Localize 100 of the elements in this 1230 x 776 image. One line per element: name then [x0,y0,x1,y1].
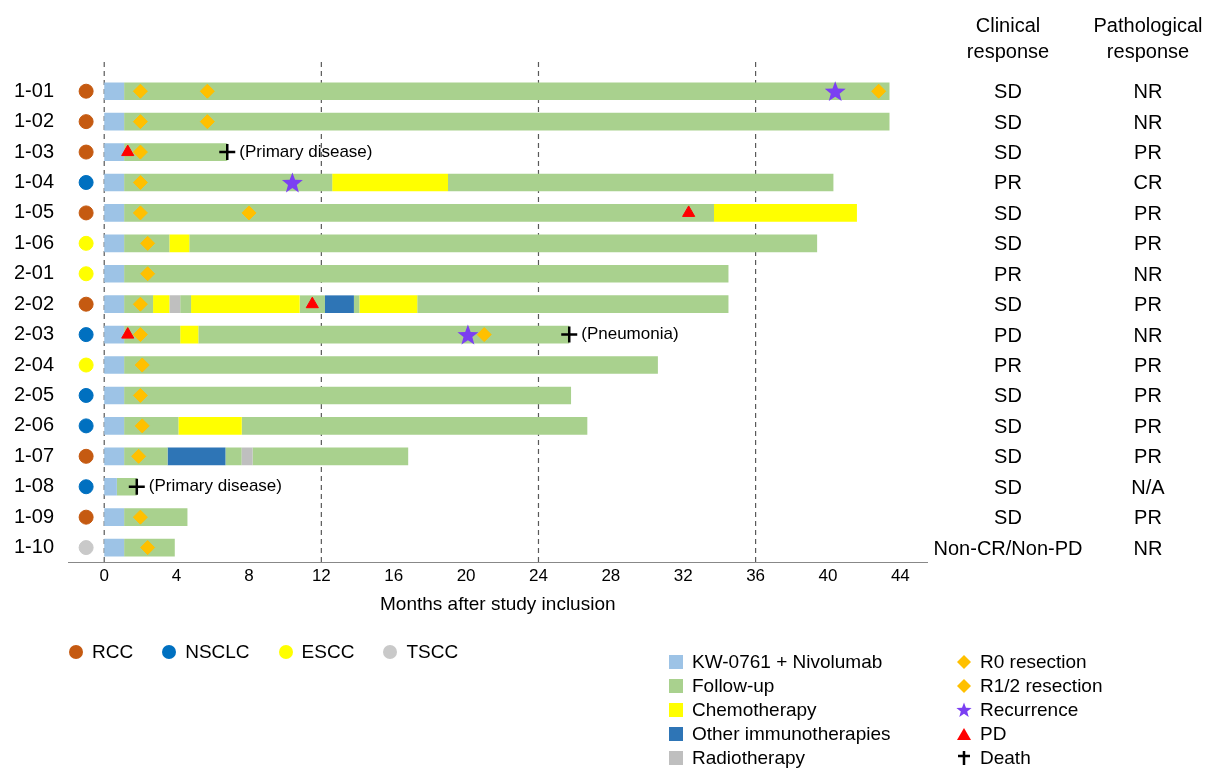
text: N/A [1130,474,1166,499]
bar [104,386,125,405]
text: PR [1133,200,1163,225]
bar [191,295,300,314]
bar [353,295,360,314]
text: SD [993,109,1023,134]
text: PR [993,353,1023,378]
x-tick-label: 28 [601,565,621,585]
x-tick-label: 12 [311,565,331,585]
bar [241,447,253,466]
x-tick-label: 32 [673,565,693,585]
text: PD [993,322,1023,347]
bar [180,295,192,314]
text: SD [993,292,1023,317]
legend-label: R1/2 resection [980,675,1103,697]
y-tick-label: 1-10 [14,535,55,558]
text: PR [1133,231,1163,256]
legend-label: TSCC [406,641,459,663]
x-tick-label: 20 [456,565,476,585]
y-tick-label: 1-09 [14,504,55,527]
text: PR [1133,413,1163,438]
text: PR [993,170,1023,195]
y-tick-label: 2-03 [14,322,55,345]
x-tick-label: 24 [529,565,548,585]
text: SD [993,474,1023,499]
bar [178,417,242,435]
legend-label: Radiotherapy [692,747,806,769]
y-tick-label: 2-01 [14,261,55,284]
bar [332,173,449,192]
bar [359,295,418,314]
legend-label: PD [980,723,1007,745]
legend-label: Other immunotherapies [692,723,891,745]
text: SD [993,444,1023,469]
bar [241,417,588,435]
x-tick-label: 4 [171,565,182,585]
bar [104,538,125,557]
text: SD [993,413,1023,438]
text: SD [993,140,1023,165]
y-tick-label: 1-03 [14,139,55,162]
y-tick-label: 1-06 [14,230,55,253]
y-tick-label: 1-07 [14,443,55,466]
text: SD [993,505,1023,530]
legend-label: NSCLC [185,641,250,663]
legend-label: Chemotherapy [692,699,817,721]
text: CR [1132,170,1164,195]
y-tick-label: 2-02 [14,291,55,314]
text: NR [1132,109,1164,134]
category-label: Pathological response [1092,13,1204,64]
bar [104,325,125,344]
bar [180,325,199,344]
x-tick-label: 0 [99,565,109,585]
bar [124,173,333,192]
bar [104,356,125,374]
bar [225,447,242,466]
y-tick-label: 1-02 [14,109,55,132]
bar [124,82,890,101]
legend-label: Follow-up [692,675,775,697]
bar [124,204,714,222]
bar [104,143,125,161]
annotation: (Primary disease) [148,476,282,496]
bar [324,295,354,314]
y-tick-label: 2-05 [14,382,55,405]
bar [124,112,890,131]
bar [448,173,834,192]
x-tick-label: 8 [244,565,254,585]
bar [169,295,181,314]
legend-label: Death [980,747,1031,769]
text: PR [1133,444,1163,469]
legend-label: KW-0761 + Nivolumab [692,651,883,673]
bar [124,386,572,405]
bar [104,234,125,253]
text: PR [993,261,1023,286]
text: SD [993,200,1023,225]
text: PR [1133,383,1163,408]
text: NR [1132,322,1164,347]
legend-label: RCC [92,641,134,663]
text: SD [993,79,1023,104]
text: NR [1132,79,1164,104]
bar [124,356,658,374]
bar [167,447,226,466]
bar [104,82,125,101]
x-tick-label: 44 [890,565,910,585]
bar [104,264,125,283]
bar [169,234,190,253]
text: NR [1132,261,1164,286]
bar [198,325,570,344]
text: PR [1133,292,1163,317]
legend-label: R0 resection [980,651,1087,673]
bar [417,295,729,314]
x-tick-label: 40 [818,565,838,585]
bar [153,295,170,314]
text: PR [1133,353,1163,378]
bar [104,112,125,131]
bar [104,295,125,314]
legend-label: Recurrence [980,699,1079,721]
text: SD [993,231,1023,256]
bar [713,204,857,222]
text: Non-CR/Non-PD [932,535,1084,560]
y-tick-label: 1-01 [14,78,55,101]
category-label: Clinical response [965,13,1051,64]
